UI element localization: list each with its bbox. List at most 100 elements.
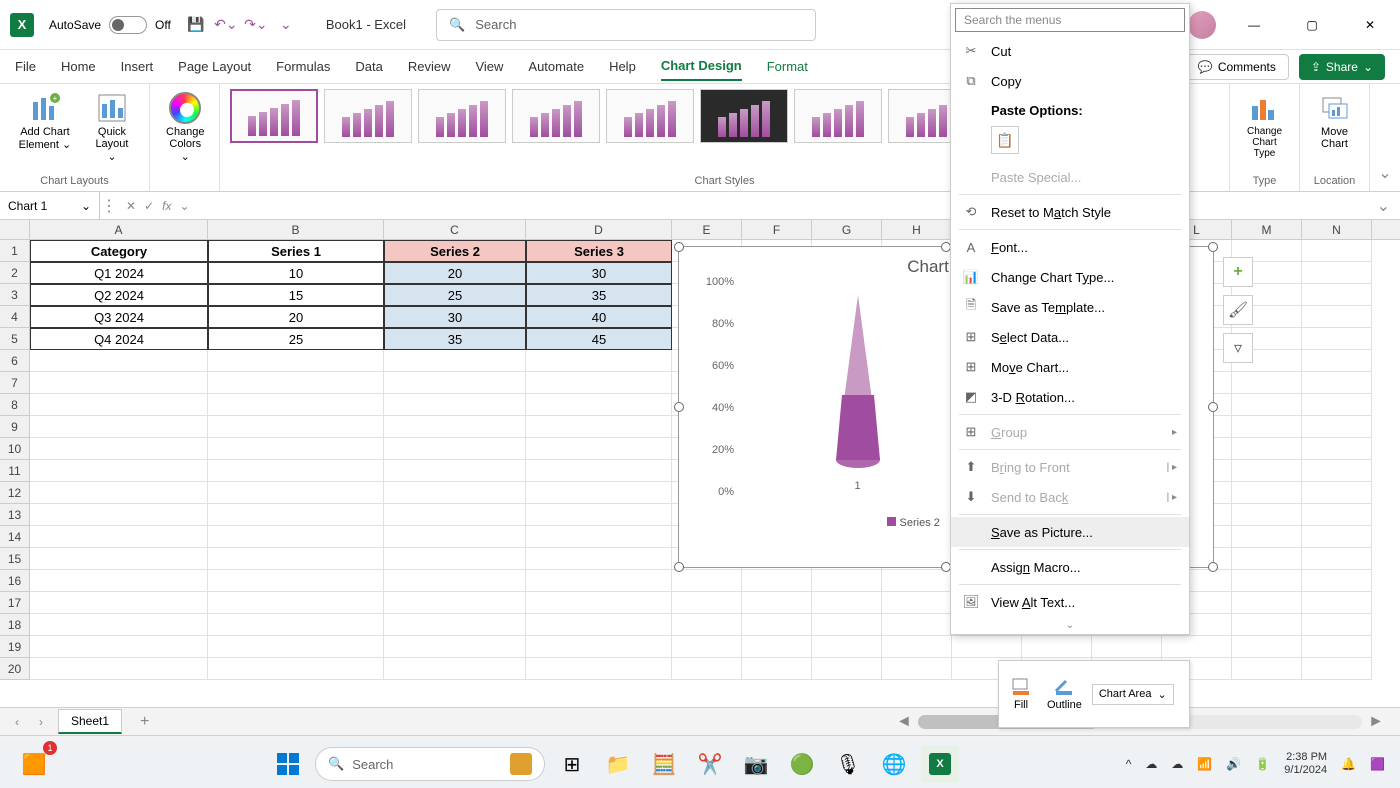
cell[interactable] <box>526 592 672 614</box>
search-box[interactable]: 🔍 Search <box>436 9 816 41</box>
name-box[interactable]: Chart 1 ⌄ <box>0 192 100 219</box>
ctx-move-chart[interactable]: ⊞Move Chart... <box>951 352 1189 382</box>
cell[interactable] <box>812 636 882 658</box>
row-header[interactable]: 11 <box>0 460 30 482</box>
cell[interactable] <box>208 636 384 658</box>
column-header[interactable]: G <box>812 220 882 239</box>
context-menu-search[interactable]: Search the menus <box>955 8 1185 32</box>
cell[interactable] <box>526 636 672 658</box>
move-chart-button[interactable]: Move Chart <box>1310 89 1359 153</box>
column-header[interactable]: B <box>208 220 384 239</box>
cell[interactable] <box>1302 460 1372 482</box>
cell[interactable] <box>208 482 384 504</box>
cell[interactable] <box>742 614 812 636</box>
cell[interactable] <box>30 548 208 570</box>
cell[interactable] <box>1302 306 1372 328</box>
cell[interactable] <box>384 416 526 438</box>
cell[interactable]: 40 <box>526 306 672 328</box>
cell[interactable] <box>1302 416 1372 438</box>
ctx-select-data[interactable]: ⊞Select Data... <box>951 322 1189 352</box>
cell[interactable] <box>208 570 384 592</box>
cell[interactable] <box>1302 636 1372 658</box>
ribbon-collapse-icon[interactable]: ⌄ <box>1370 84 1400 191</box>
ctx-save-template[interactable]: 🗎Save as Template... <box>951 292 1189 322</box>
cell[interactable] <box>30 416 208 438</box>
cell[interactable] <box>1232 548 1302 570</box>
worksheet-grid[interactable]: ABCDEFGHIJKLMN 1234567891011121314151617… <box>0 220 1400 707</box>
cell[interactable] <box>208 416 384 438</box>
ctx-copy[interactable]: ⧉Copy <box>951 66 1189 96</box>
add-sheet-button[interactable]: + <box>132 713 157 731</box>
cell[interactable]: Series 3 <box>526 240 672 262</box>
row-header[interactable]: 6 <box>0 350 30 372</box>
cell[interactable] <box>208 548 384 570</box>
cell[interactable]: Series 1 <box>208 240 384 262</box>
wifi-icon[interactable]: 📶 <box>1197 757 1212 771</box>
cell[interactable] <box>208 394 384 416</box>
tab-automate[interactable]: Automate <box>528 53 584 80</box>
cell[interactable] <box>384 350 526 372</box>
sheet-nav-next[interactable]: › <box>34 715 48 729</box>
notifications-icon[interactable]: 🔔 <box>1341 757 1356 771</box>
column-header[interactable]: A <box>30 220 208 239</box>
cancel-icon[interactable]: ✕ <box>126 199 136 213</box>
tab-chart-design[interactable]: Chart Design <box>661 52 742 81</box>
ctx-font[interactable]: AFont... <box>951 232 1189 262</box>
close-button[interactable]: ✕ <box>1350 10 1390 40</box>
chart-styles-button[interactable]: 🖌 <box>1223 295 1253 325</box>
undo-icon[interactable]: ↶⌄ <box>216 15 236 35</box>
cell[interactable] <box>526 658 672 680</box>
cell[interactable] <box>208 438 384 460</box>
onedrive-icon[interactable]: ☁ <box>1145 757 1157 771</box>
cell[interactable] <box>742 658 812 680</box>
cell[interactable] <box>208 658 384 680</box>
cell[interactable] <box>384 592 526 614</box>
row-header[interactable]: 4 <box>0 306 30 328</box>
cell[interactable]: 10 <box>208 262 384 284</box>
ctx-assign-macro[interactable]: Assign Macro... <box>951 552 1189 582</box>
cell[interactable] <box>208 372 384 394</box>
tab-format[interactable]: Format <box>767 53 808 80</box>
cell[interactable] <box>208 504 384 526</box>
row-header[interactable]: 16 <box>0 570 30 592</box>
outline-button[interactable]: Outline <box>1043 675 1086 713</box>
chart-style-thumbnail[interactable] <box>606 89 694 143</box>
cell[interactable]: 30 <box>526 262 672 284</box>
tab-data[interactable]: Data <box>355 53 382 80</box>
cell[interactable] <box>208 614 384 636</box>
cell[interactable] <box>1302 658 1372 680</box>
cell[interactable] <box>1302 438 1372 460</box>
cell[interactable] <box>1232 482 1302 504</box>
chart-style-thumbnail[interactable] <box>324 89 412 143</box>
cell[interactable] <box>384 614 526 636</box>
chart-style-thumbnail[interactable] <box>418 89 506 143</box>
cell[interactable]: 35 <box>526 284 672 306</box>
enter-icon[interactable]: ✓ <box>144 199 154 213</box>
cell[interactable]: 20 <box>208 306 384 328</box>
chart-cone[interactable] <box>828 295 888 475</box>
column-header[interactable]: D <box>526 220 672 239</box>
cell[interactable] <box>882 636 952 658</box>
change-chart-type-button[interactable]: Change Chart Type <box>1240 89 1289 162</box>
spotify-icon[interactable]: 🟢 <box>783 745 821 783</box>
add-chart-element-button[interactable]: + Add Chart Element ⌄ <box>10 89 80 154</box>
cell[interactable] <box>208 526 384 548</box>
chart-resize-handle[interactable] <box>1208 242 1218 252</box>
user-avatar[interactable] <box>1188 11 1216 39</box>
column-header[interactable]: H <box>882 220 952 239</box>
column-header[interactable]: M <box>1232 220 1302 239</box>
column-header[interactable]: E <box>672 220 742 239</box>
cell[interactable] <box>812 614 882 636</box>
chrome-icon[interactable]: 🌐 <box>875 745 913 783</box>
chart-resize-handle[interactable] <box>1208 562 1218 572</box>
cell[interactable]: 15 <box>208 284 384 306</box>
cell[interactable] <box>1302 240 1372 262</box>
save-icon[interactable]: 💾 <box>186 15 206 35</box>
volume-icon[interactable]: 🔊 <box>1226 757 1241 771</box>
select-all-corner[interactable] <box>0 220 30 239</box>
cell[interactable] <box>1302 548 1372 570</box>
maximize-button[interactable]: ▢ <box>1292 10 1332 40</box>
cell[interactable]: 25 <box>208 328 384 350</box>
mic-icon[interactable]: 🎙 <box>829 745 867 783</box>
cell[interactable] <box>672 614 742 636</box>
